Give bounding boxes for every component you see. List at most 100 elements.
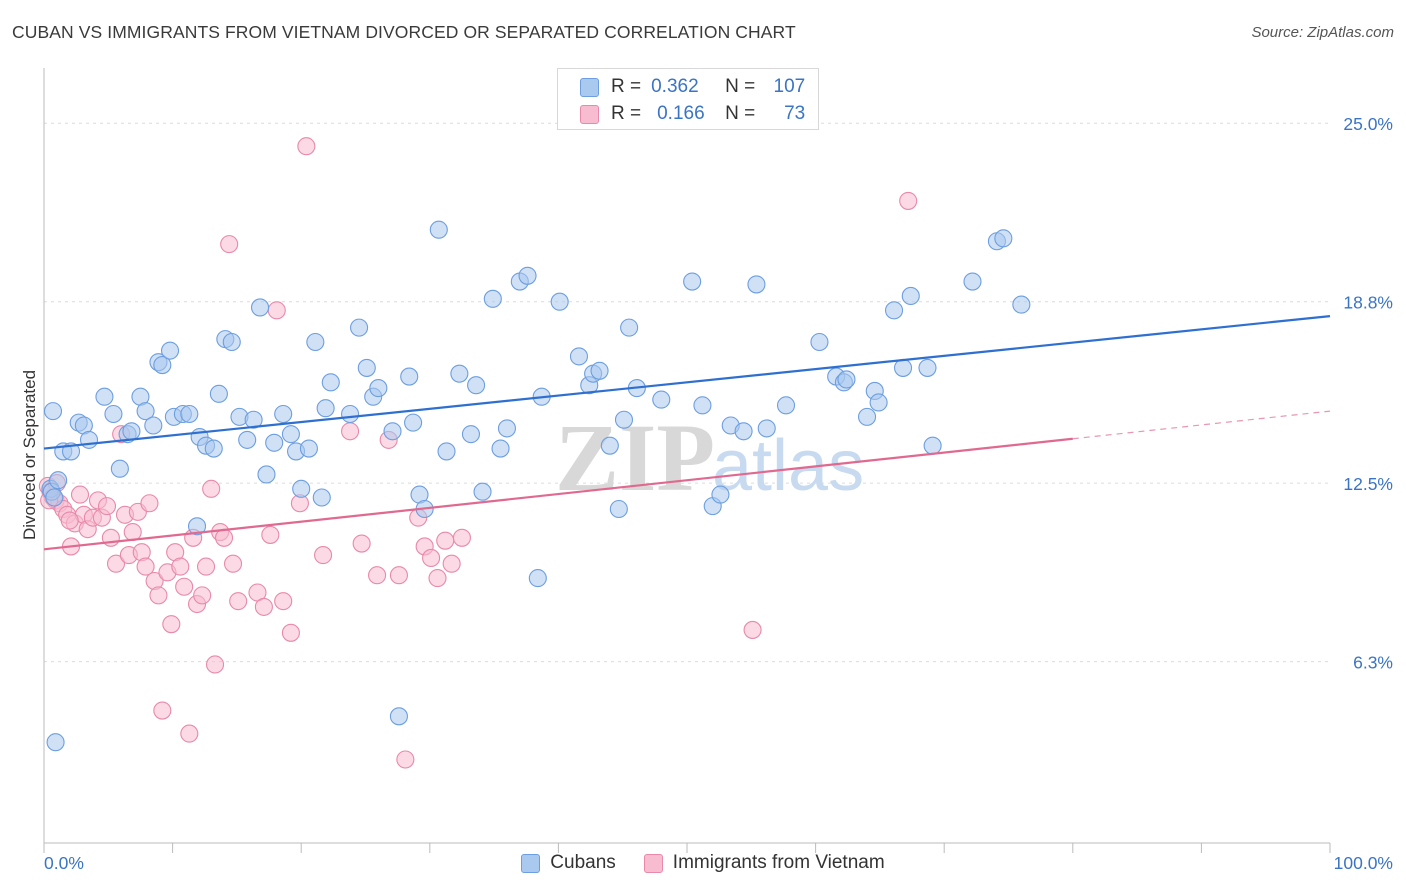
vietnam-point [220, 235, 239, 254]
trend-line-vietnam [43, 437, 1073, 551]
cubans-point [1012, 295, 1031, 314]
cubans-point [316, 399, 335, 418]
gridlines [44, 122, 1330, 663]
vietnam-point [140, 494, 159, 513]
cubans-point [369, 379, 388, 398]
legend-row-vietnam: R = 0.166 N = 73 [580, 102, 805, 126]
cubans-point [467, 376, 486, 395]
vietnam-point [97, 497, 117, 516]
vietnam-point [261, 525, 280, 544]
cubans-point [734, 422, 753, 441]
vietnam-point [428, 569, 447, 588]
source-label: Source: ZipAtlas.com [1251, 24, 1394, 41]
vietnam-point [442, 554, 461, 573]
cubans-point [274, 404, 293, 424]
cubans-point [857, 407, 877, 426]
cubans-point [187, 517, 207, 536]
legend-label-cubans: Cubans [550, 852, 616, 873]
cubans-point [901, 286, 920, 305]
n-value: 73 [784, 103, 806, 124]
cubans-point [204, 439, 223, 458]
cubans-point [281, 425, 300, 444]
watermark-atlas: atlas [712, 426, 864, 506]
cubans-point [209, 384, 228, 403]
vietnam-point [341, 422, 360, 441]
cubans-point [250, 298, 270, 317]
cubans-point [590, 361, 609, 380]
x-tick-label-max: 100.0% [1334, 853, 1393, 873]
vietnam-point [267, 301, 286, 320]
x-tick-label-min: 0.0% [44, 853, 84, 873]
cubans-point [837, 370, 856, 389]
cubans-point [620, 318, 639, 337]
cubans-point [46, 733, 65, 752]
cubans-point [450, 364, 469, 383]
r-value: 0.166 [657, 103, 705, 124]
cubans-point [43, 402, 63, 421]
vietnam-point [180, 724, 199, 743]
vietnam-point [106, 554, 126, 573]
vietnam-point [223, 554, 243, 573]
legend-item-cubans[interactable]: Cubans [521, 852, 616, 874]
watermark-zip: ZIP [555, 404, 715, 511]
cubans-point [569, 347, 589, 366]
cubans-point [400, 367, 419, 386]
cubans-point [869, 393, 888, 412]
legend-item-vietnam[interactable]: Immigrants from Vietnam [643, 852, 885, 874]
vietnam-point [214, 528, 234, 547]
legend-swatch-cubans [580, 77, 599, 97]
cubans-point [357, 358, 376, 377]
cubans-point [265, 433, 284, 452]
n-label: N = [725, 76, 756, 97]
cubans-point [518, 266, 537, 285]
vietnam-point [389, 566, 408, 585]
cubans-point [350, 318, 369, 337]
cubans-point [180, 404, 199, 424]
y-tick-label: 6.3% [1353, 653, 1393, 673]
trend-line-vietnam-extension [1072, 410, 1331, 440]
cubans-point [79, 430, 99, 449]
cubans-point [306, 332, 325, 352]
cubans-point [429, 220, 448, 239]
cubans-point [994, 229, 1013, 248]
vietnam-point [162, 615, 181, 634]
vietnam-point [899, 191, 918, 210]
correlation-legend: R = 0.362 N = 107 R = 0.166 N = 73 [557, 68, 819, 130]
cubans-point [95, 387, 114, 406]
cubans-point [683, 272, 702, 291]
cubans-point [104, 404, 123, 424]
vietnam-point [274, 592, 293, 611]
vietnam-point [123, 522, 142, 542]
n-label: N = [725, 103, 756, 124]
axes [43, 68, 1331, 853]
cubans-point [160, 341, 180, 360]
series-cubans-points [41, 220, 1031, 752]
cubans-point [437, 442, 456, 461]
cubans-point [491, 439, 510, 458]
cubans-point [144, 416, 163, 435]
vietnam-point [202, 479, 221, 498]
vietnam-point [422, 548, 441, 568]
cubans-point [45, 488, 64, 507]
legend-swatch-cubans [521, 853, 541, 873]
cubans-point [528, 569, 547, 588]
vietnam-point [396, 750, 415, 769]
cubans-point [693, 396, 712, 415]
tick-labels: 6.3% 12.5% 18.8% 25.0% 0.0% 100.0% [44, 114, 1393, 873]
vietnam-point [368, 566, 387, 585]
n-value: 107 [773, 76, 806, 97]
cubans-point [747, 275, 766, 294]
cubans-point [383, 422, 402, 441]
cubans-point [153, 355, 172, 375]
vietnam-point [70, 485, 90, 504]
vietnam-point [171, 557, 190, 576]
trend-lines [43, 315, 1331, 551]
series-legend: Cubans Immigrants from Vietnam [0, 852, 1406, 874]
cubans-point [244, 410, 263, 429]
cubans-point [49, 471, 68, 490]
vietnam-point [281, 623, 300, 642]
cubans-point [483, 289, 502, 308]
cubans-point [473, 482, 492, 501]
cubans-point [110, 459, 129, 478]
vietnam-point [229, 592, 248, 611]
